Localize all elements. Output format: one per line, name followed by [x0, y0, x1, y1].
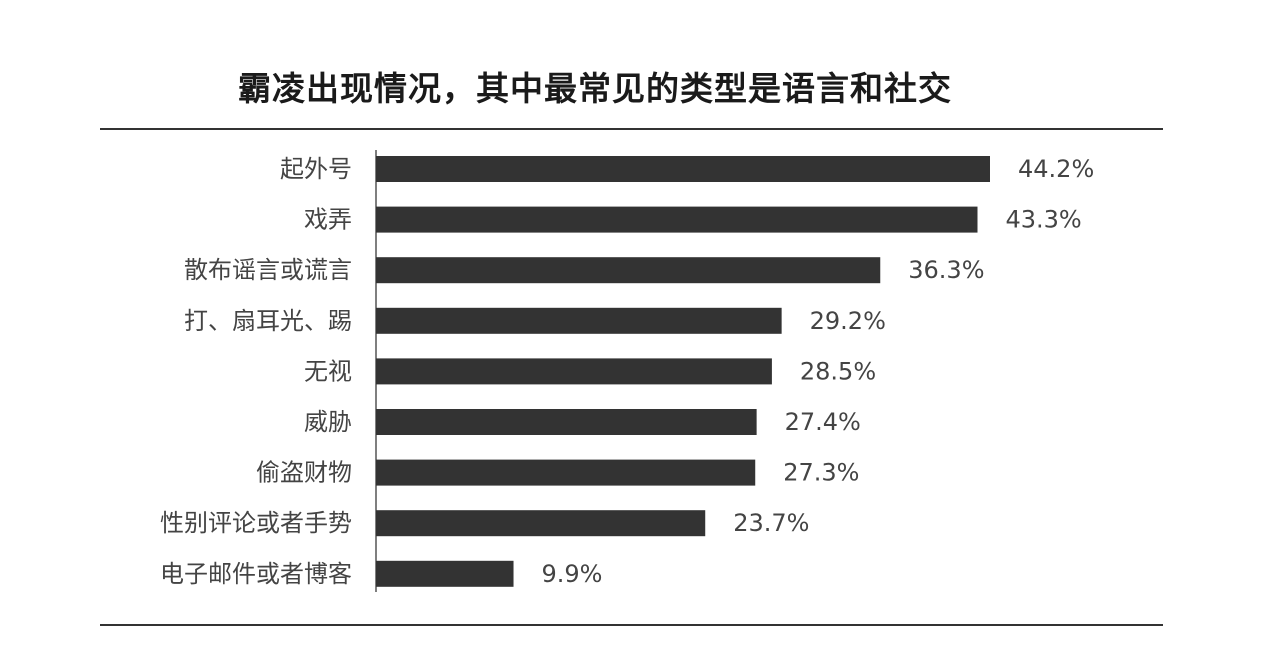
- top-rule: [100, 128, 1163, 130]
- value-label: 29.2%: [810, 307, 886, 335]
- bar: [376, 459, 756, 486]
- category-label: 性别评论或者手势: [160, 509, 352, 537]
- value-label: 36.3%: [908, 256, 984, 284]
- category-label: 戏弄: [304, 206, 352, 234]
- category-label: 无视: [304, 357, 352, 385]
- category-label: 起外号: [280, 155, 352, 183]
- bar: [376, 206, 978, 233]
- chart-title: 霸凌出现情况，其中最常见的类型是语言和社交: [238, 69, 952, 108]
- value-label: 9.9%: [542, 560, 603, 588]
- value-label: 28.5%: [800, 357, 876, 385]
- category-label: 散布谣言或谎言: [184, 256, 352, 284]
- value-label: 23.7%: [733, 509, 809, 537]
- bar: [376, 409, 757, 435]
- bar: [376, 307, 782, 334]
- bottom-rule: [100, 624, 1163, 626]
- value-label: 43.3%: [1005, 206, 1081, 234]
- value-label: 44.2%: [1018, 155, 1094, 183]
- value-label: 27.4%: [785, 408, 861, 436]
- category-label: 威胁: [304, 408, 352, 436]
- category-label: 电子邮件或者博客: [160, 560, 352, 588]
- bar: [376, 156, 990, 182]
- value-label: 27.3%: [783, 459, 859, 487]
- bar: [376, 358, 772, 385]
- category-label: 打、扇耳光、踢: [184, 307, 352, 335]
- bar: [376, 510, 706, 537]
- bar: [376, 257, 881, 284]
- bar: [376, 560, 514, 587]
- category-label: 偷盗财物: [256, 459, 352, 487]
